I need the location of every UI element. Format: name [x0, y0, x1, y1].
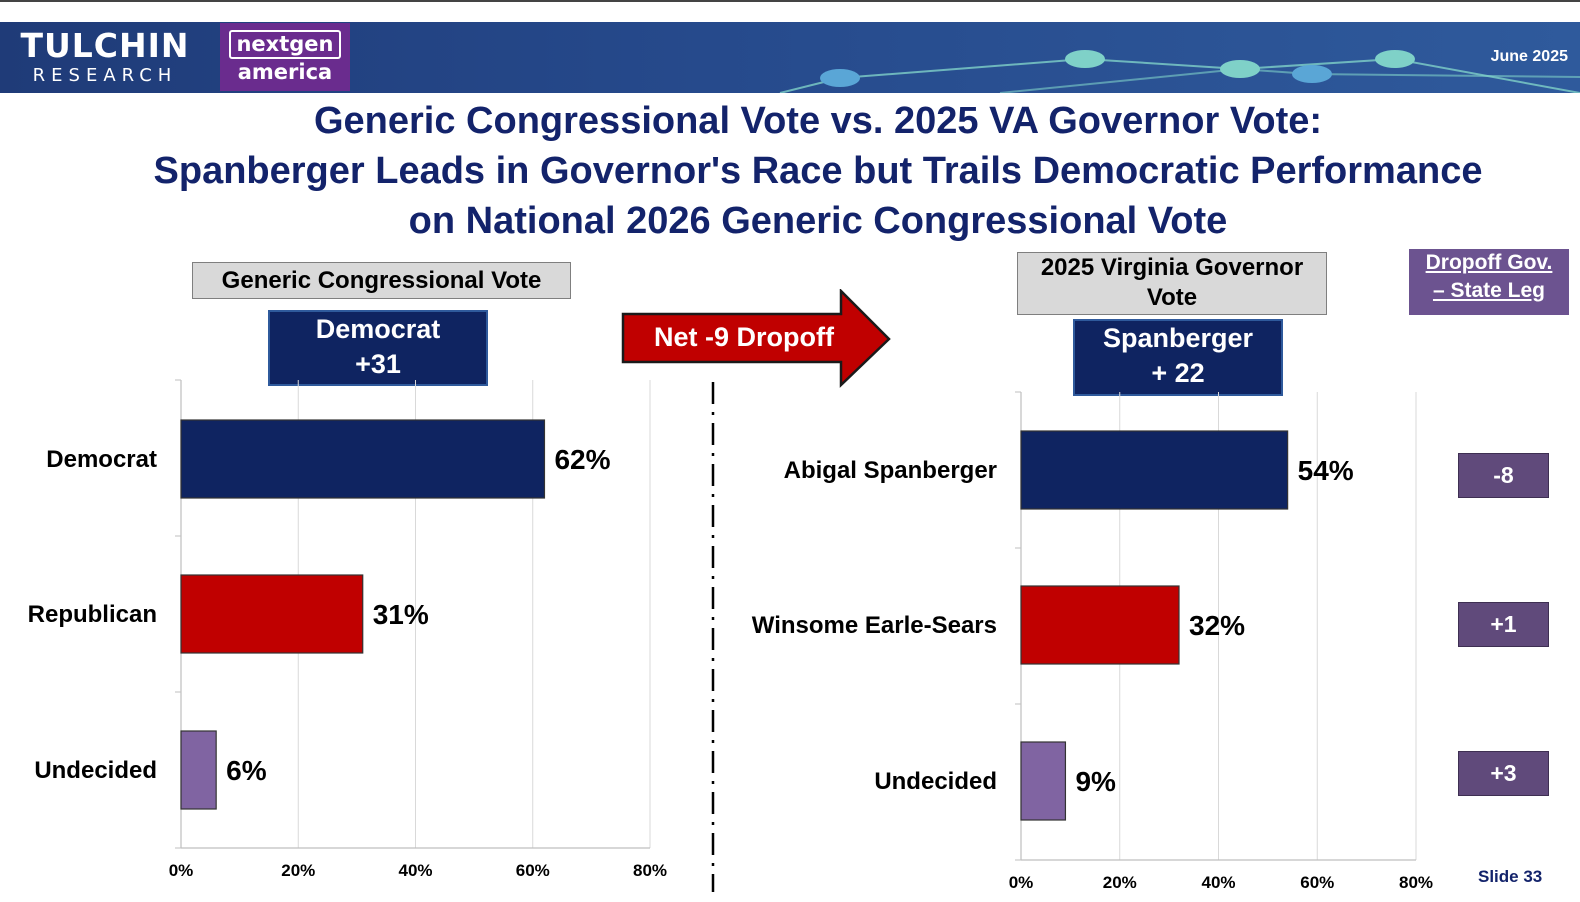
panel-divider [711, 382, 715, 892]
left-margin-badge: Democrat +31 [268, 310, 488, 386]
right-chart-label: 2025 Virginia Governor Vote [1017, 252, 1327, 315]
slide-number: Slide 33 [1478, 867, 1543, 886]
net-dropoff-label: Net -9 Dropoff [654, 322, 834, 352]
x-tick-label: 40% [398, 861, 432, 880]
value-label: 32% [1189, 610, 1245, 641]
category-label: Undecided [34, 757, 157, 784]
value-label: 9% [1075, 766, 1116, 797]
x-tick-label: 20% [1103, 873, 1137, 892]
dropoff-value-spanberger: -8 [1458, 453, 1549, 498]
right-margin-line-1: Spanberger [1102, 323, 1254, 353]
x-tick-label: 60% [516, 861, 550, 880]
tulchin-logo: TULCHIN RESEARCH [14, 28, 196, 88]
dropoff-title-line-2: – State Leg [1432, 279, 1546, 302]
nextgen-logo-word: nextgen [229, 30, 341, 59]
value-label: 6% [226, 755, 267, 786]
right-chart-label-line-2: Vote [1146, 284, 1198, 311]
title-line-2: Spanberger Leads in Governor's Race but … [153, 150, 1483, 192]
category-label: Abigal Spanberger [784, 457, 997, 484]
x-tick-label: 80% [1399, 873, 1433, 892]
title-line-1: Generic Congressional Vote vs. 2025 VA G… [313, 100, 1323, 142]
bar [180, 574, 364, 654]
bar [1020, 585, 1180, 665]
x-tick-label: 0% [1009, 873, 1034, 892]
value-label: 54% [1298, 455, 1354, 486]
network-decoration [779, 50, 1580, 93]
category-label: Democrat [46, 446, 157, 473]
bar [180, 730, 217, 810]
left-margin-line-1: Democrat [315, 314, 441, 344]
x-tick-label: 0% [169, 861, 194, 880]
right-margin-line-2: + 22 [1151, 358, 1205, 388]
bar [1020, 741, 1067, 821]
bar [1020, 430, 1289, 510]
dropoff-value-earle-sears: +1 [1458, 602, 1549, 647]
top-rule [0, 0, 1580, 2]
dropoff-value-undecided: +3 [1458, 751, 1549, 796]
x-tick-label: 40% [1201, 873, 1235, 892]
bar [180, 419, 546, 499]
value-label: 62% [554, 444, 610, 475]
title-line-3: on National 2026 Generic Congressional V… [408, 200, 1228, 242]
dropoff-title: Dropoff Gov. – State Leg [1409, 249, 1569, 315]
x-tick-label: 60% [1300, 873, 1334, 892]
right-margin-badge: Spanberger + 22 [1073, 319, 1283, 396]
nextgen-logo-subword: america [237, 60, 333, 84]
header-date: June 2025 [1490, 48, 1568, 65]
tulchin-logo-subword: RESEARCH [32, 65, 178, 86]
slide-title: Generic Congressional Vote vs. 2025 VA G… [40, 96, 1580, 246]
category-label: Winsome Earle-Sears [752, 612, 997, 639]
nextgen-logo: nextgen america [220, 23, 350, 91]
x-tick-label: 20% [281, 861, 315, 880]
value-label: 31% [373, 599, 429, 630]
header-band: TULCHIN RESEARCH nextgen america June 20… [0, 22, 1580, 93]
left-chart-label: Generic Congressional Vote [192, 262, 571, 299]
net-dropoff-arrow [621, 289, 891, 388]
category-label: Republican [28, 601, 157, 628]
dropoff-title-line-1: Dropoff Gov. [1425, 251, 1553, 274]
left-margin-line-2: +31 [355, 349, 401, 379]
tulchin-logo-word: TULCHIN [20, 26, 190, 65]
right-chart-label-line-1: 2025 Virginia Governor [1040, 254, 1304, 281]
category-label: Undecided [874, 768, 997, 795]
x-tick-label: 80% [633, 861, 667, 880]
